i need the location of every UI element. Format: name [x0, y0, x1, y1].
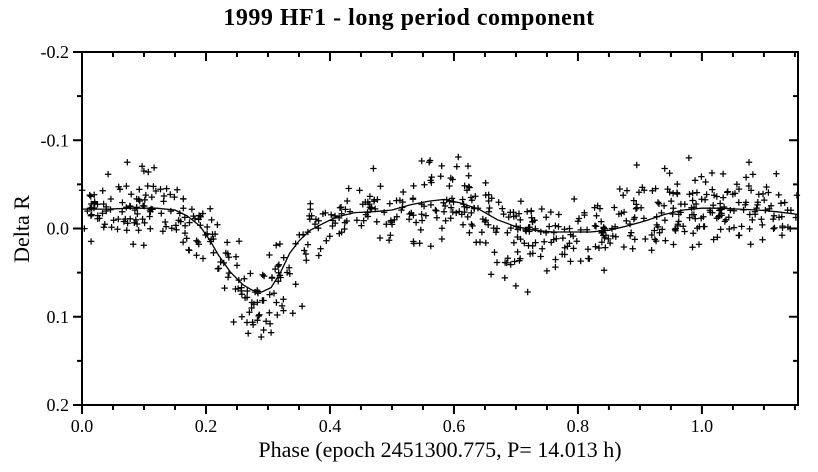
chart-title: 1999 HF1 - long period component	[223, 5, 595, 31]
x-tick-label: 0.4	[319, 416, 342, 436]
x-tick-label: 0.0	[71, 416, 94, 436]
x-axis-label: Phase (epoch 2451300.775, P= 14.013 h)	[258, 437, 622, 462]
y-tick-label: 0.0	[47, 219, 70, 239]
fit-curve-line	[82, 198, 799, 293]
x-tick-label: 0.6	[443, 416, 466, 436]
x-tick-label: 0.2	[195, 416, 218, 436]
x-tick-label: 1.0	[691, 416, 714, 436]
scatter-points	[78, 153, 801, 341]
y-tick-label: -0.2	[41, 42, 70, 62]
y-tick-label: -0.1	[41, 130, 70, 150]
y-tick-label: 0.1	[47, 307, 70, 327]
x-tick-label: 0.8	[567, 416, 590, 436]
y-tick-label: 0.2	[47, 395, 70, 415]
axis-ticks	[73, 51, 798, 414]
